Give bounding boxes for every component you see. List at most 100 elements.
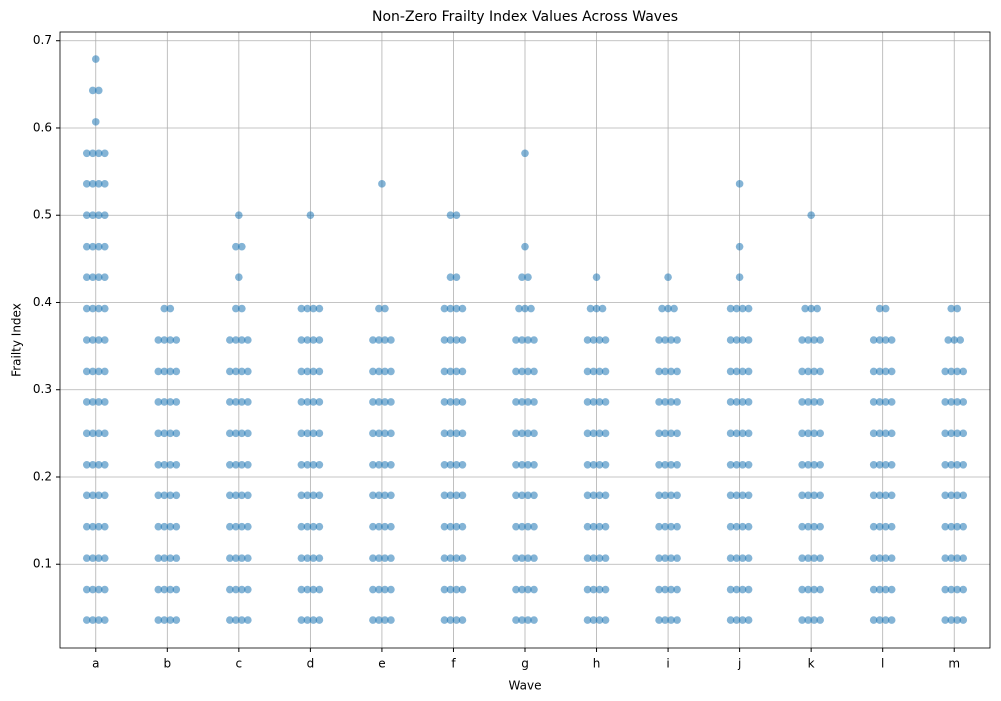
data-point xyxy=(235,211,243,220)
data-point xyxy=(887,554,896,562)
data-point xyxy=(881,429,890,438)
data-point xyxy=(959,585,968,594)
data-point xyxy=(88,180,97,188)
data-point xyxy=(154,367,163,376)
data-point xyxy=(369,398,377,406)
data-point xyxy=(875,398,884,406)
data-point xyxy=(959,554,968,562)
data-point xyxy=(297,554,306,562)
data-point xyxy=(524,491,532,500)
data-point xyxy=(172,429,181,438)
data-point xyxy=(726,398,735,406)
data-point xyxy=(369,616,377,624)
data-point xyxy=(798,522,806,531)
data-point xyxy=(804,398,812,406)
data-point xyxy=(798,585,806,594)
data-point xyxy=(160,522,169,531)
data-point xyxy=(804,336,812,344)
data-point xyxy=(947,585,956,594)
data-point xyxy=(816,491,824,500)
data-point xyxy=(518,460,526,469)
data-point xyxy=(881,367,890,376)
data-point xyxy=(375,460,383,469)
data-point xyxy=(100,149,109,158)
data-point xyxy=(798,429,806,438)
data-point xyxy=(512,491,520,500)
data-point xyxy=(658,304,666,313)
data-point xyxy=(303,398,312,406)
data-point xyxy=(655,585,663,594)
data-point xyxy=(947,616,956,624)
data-point xyxy=(172,491,181,500)
data-point xyxy=(387,554,395,562)
data-point xyxy=(82,273,91,281)
data-point xyxy=(941,460,950,469)
data-point xyxy=(172,554,181,562)
data-point xyxy=(601,460,610,469)
data-point xyxy=(458,304,467,313)
data-point xyxy=(440,367,449,376)
data-point xyxy=(738,398,747,406)
data-point xyxy=(869,522,878,531)
data-point xyxy=(810,522,818,531)
data-point xyxy=(297,585,306,594)
data-point xyxy=(941,367,950,376)
data-point xyxy=(804,367,812,376)
data-point xyxy=(732,429,741,438)
data-point xyxy=(804,429,812,438)
data-point xyxy=(440,398,449,406)
data-point xyxy=(381,554,389,562)
data-point xyxy=(941,616,950,624)
data-point xyxy=(810,491,818,500)
data-point xyxy=(458,460,467,469)
data-point xyxy=(804,491,812,500)
data-point xyxy=(297,522,306,531)
data-point xyxy=(94,522,103,531)
data-point xyxy=(100,367,109,376)
data-point xyxy=(673,585,681,594)
data-point xyxy=(88,398,97,406)
data-point xyxy=(387,367,395,376)
data-point xyxy=(673,522,681,531)
data-point xyxy=(869,398,878,406)
data-point xyxy=(530,398,538,406)
data-point xyxy=(452,460,461,469)
data-point xyxy=(738,554,747,562)
data-point xyxy=(166,460,175,469)
y-tick-label: 0.6 xyxy=(33,120,52,134)
data-point xyxy=(446,554,455,562)
data-point xyxy=(309,616,318,624)
data-point xyxy=(100,242,109,251)
data-point xyxy=(744,304,753,313)
data-point xyxy=(589,429,598,438)
data-point xyxy=(744,460,753,469)
data-point xyxy=(732,398,741,406)
data-point xyxy=(91,118,100,126)
data-point xyxy=(88,304,97,313)
data-point xyxy=(810,616,818,624)
data-point xyxy=(524,398,532,406)
x-tick-label: l xyxy=(881,657,884,671)
x-tick-label: m xyxy=(948,657,960,671)
data-point xyxy=(100,554,109,562)
data-point xyxy=(515,304,523,313)
data-point xyxy=(440,460,449,469)
data-point xyxy=(458,554,467,562)
data-point xyxy=(88,86,97,95)
data-point xyxy=(94,242,103,251)
data-point xyxy=(726,554,735,562)
data-point xyxy=(303,460,312,469)
data-point xyxy=(816,367,824,376)
data-point xyxy=(88,242,97,251)
data-point xyxy=(238,336,246,344)
data-point xyxy=(160,336,169,344)
data-point xyxy=(941,491,950,500)
data-point xyxy=(595,554,604,562)
data-point xyxy=(375,554,383,562)
data-point xyxy=(518,429,526,438)
data-point xyxy=(670,304,678,313)
data-point xyxy=(816,336,824,344)
data-point xyxy=(589,585,598,594)
